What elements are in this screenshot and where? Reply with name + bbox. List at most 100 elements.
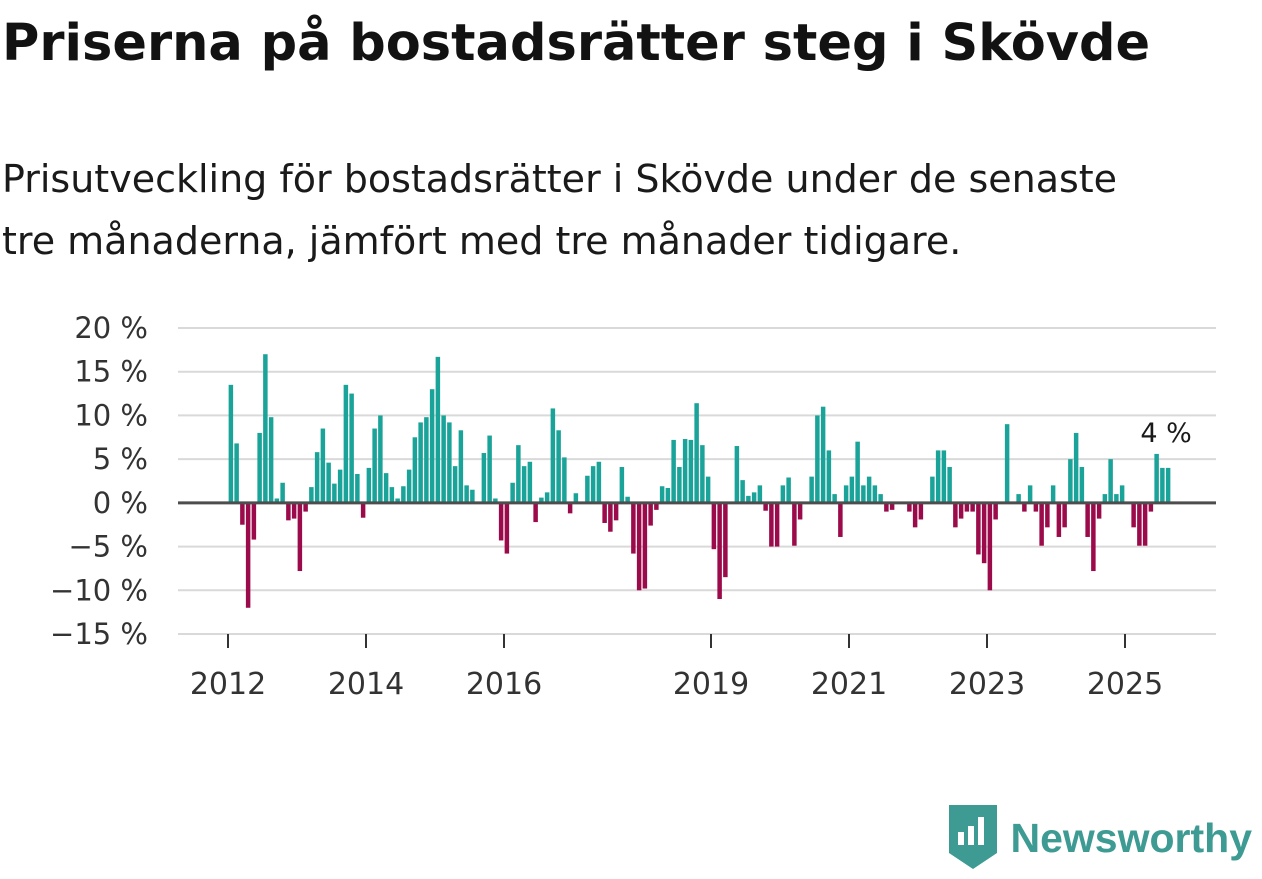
bar xyxy=(1160,467,1165,503)
bar xyxy=(1119,485,1125,503)
bar xyxy=(418,422,423,503)
bar xyxy=(268,417,274,503)
bar xyxy=(510,482,515,503)
y-tick-label: 10 % xyxy=(74,398,148,432)
bar xyxy=(832,494,837,503)
bar xyxy=(1091,502,1096,572)
bar xyxy=(953,502,958,528)
x-tick-label: 2012 xyxy=(190,667,266,702)
bar xyxy=(878,494,883,503)
bar xyxy=(976,502,981,555)
bar xyxy=(234,443,239,503)
bar xyxy=(774,502,780,547)
bar xyxy=(590,466,596,503)
bar xyxy=(1096,502,1102,519)
bar xyxy=(1137,502,1142,546)
bar xyxy=(527,461,533,503)
bar xyxy=(401,486,406,503)
bar xyxy=(1131,502,1136,528)
y-tick-label: −15 % xyxy=(50,617,148,651)
y-tick-label: 5 % xyxy=(93,442,148,476)
y-axis-ticks: 20 % 15 % 10 % 5 % 0 % −5 % −10 % −15 % xyxy=(50,311,148,651)
bar xyxy=(1108,459,1113,503)
bar xyxy=(1114,494,1119,503)
bar xyxy=(1050,485,1056,503)
bar xyxy=(458,430,464,503)
bar xyxy=(435,356,441,503)
bar xyxy=(930,476,935,503)
bar xyxy=(751,492,757,503)
bar xyxy=(337,469,343,503)
bar xyxy=(1165,467,1171,503)
bar xyxy=(326,462,331,503)
bar xyxy=(360,502,366,518)
bar xyxy=(820,406,826,503)
bar xyxy=(245,502,251,608)
bar xyxy=(556,430,561,503)
bar xyxy=(343,384,349,503)
bar xyxy=(659,486,665,503)
bar xyxy=(251,502,257,540)
bar xyxy=(780,485,786,503)
bar xyxy=(1016,494,1021,503)
bar xyxy=(274,498,280,503)
bar xyxy=(1154,453,1159,503)
x-axis-ticks: 2012 2014 2016 2019 2021 2023 2025 xyxy=(190,634,1163,702)
bar xyxy=(481,453,487,503)
bar xyxy=(631,502,636,554)
bar xyxy=(705,476,711,503)
bar xyxy=(866,476,872,503)
bar xyxy=(585,475,590,503)
bar xyxy=(562,457,567,503)
bar xyxy=(550,408,556,503)
bar xyxy=(487,435,492,503)
bar xyxy=(470,489,475,503)
bar xyxy=(303,502,308,512)
bar xyxy=(1039,502,1044,546)
bar xyxy=(642,502,648,589)
bar xyxy=(429,389,435,503)
bar xyxy=(700,445,705,503)
bar xyxy=(406,469,412,503)
bar xyxy=(838,502,843,537)
bar xyxy=(688,439,694,503)
bar xyxy=(872,485,878,503)
bar xyxy=(314,452,320,503)
bar xyxy=(378,415,383,503)
bar xyxy=(596,461,602,503)
bar xyxy=(941,450,947,503)
bar xyxy=(493,498,498,503)
bar xyxy=(263,354,268,503)
bar xyxy=(613,502,619,521)
bar xyxy=(792,502,797,546)
bar xyxy=(786,477,791,503)
bar xyxy=(1068,459,1073,503)
bar xyxy=(797,502,803,520)
bar xyxy=(648,502,653,526)
bar xyxy=(918,502,924,520)
bar xyxy=(602,502,607,523)
bar xyxy=(372,428,377,503)
bar xyxy=(671,439,676,503)
bar xyxy=(1062,502,1067,528)
bar xyxy=(1079,467,1085,503)
bar xyxy=(1027,485,1033,503)
bar xyxy=(366,467,372,503)
bar xyxy=(625,496,630,503)
x-tick-label: 2019 xyxy=(673,667,749,702)
bar xyxy=(1022,502,1027,512)
bar xyxy=(935,450,941,503)
brand-logo: Newsworthy xyxy=(948,805,1252,871)
bar xyxy=(533,502,538,523)
subtitle-line: tre månaderna, jämfört med tre månader t… xyxy=(2,219,962,263)
bar xyxy=(1148,502,1154,512)
bar xyxy=(544,492,550,503)
bar xyxy=(383,473,389,503)
bar xyxy=(1085,502,1090,537)
bar xyxy=(280,482,285,503)
bar xyxy=(849,476,855,503)
bar xyxy=(228,384,234,503)
bar xyxy=(884,502,889,512)
x-tick-label: 2016 xyxy=(466,667,542,702)
bar xyxy=(740,480,745,503)
